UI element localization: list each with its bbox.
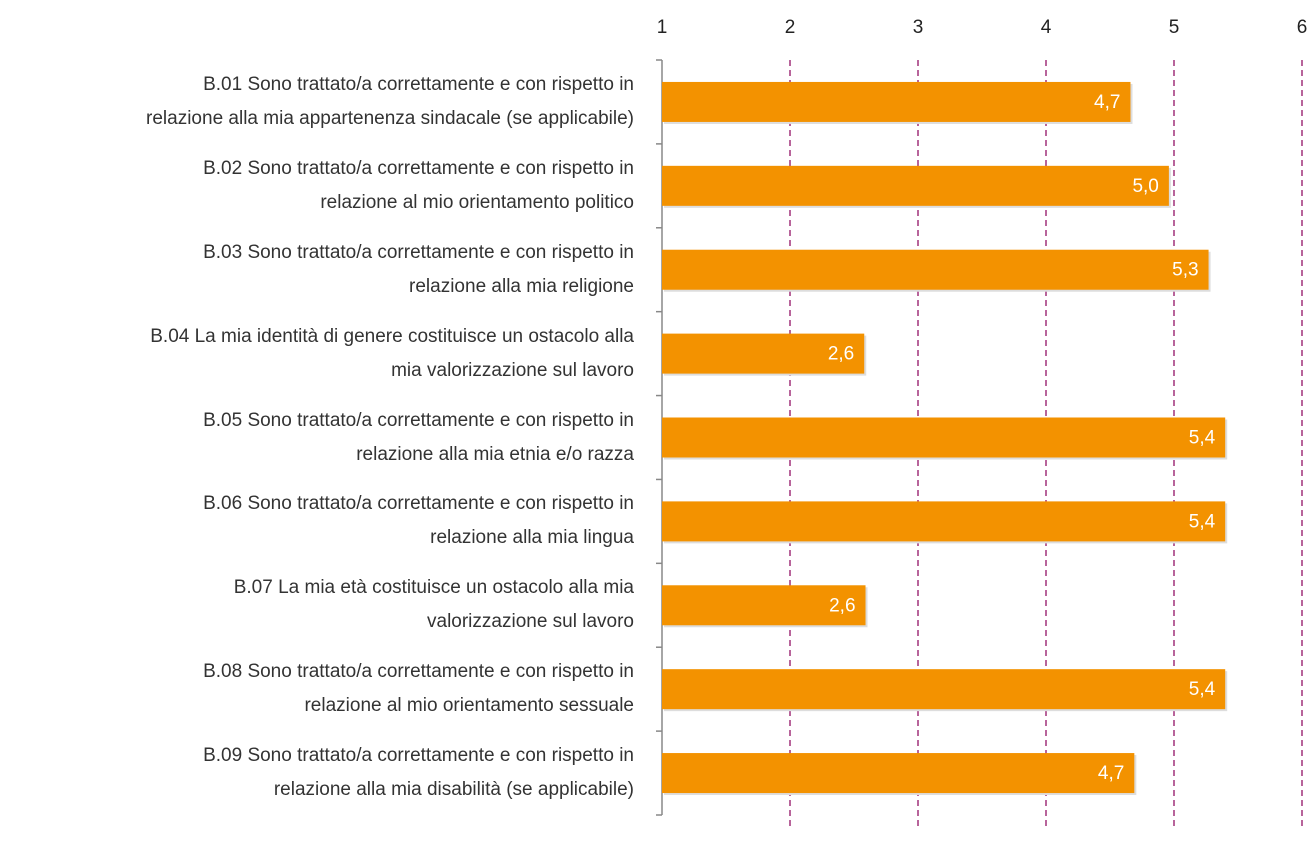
bar [662, 81, 1131, 122]
x-tick-label: 5 [1169, 17, 1180, 38]
x-tick-label: 3 [913, 17, 924, 38]
y-tick-label: B.02 Sono trattato/a correttamente e con… [203, 157, 634, 213]
x-tick-label: 1 [657, 17, 668, 38]
data-label: 5,4 [1189, 511, 1216, 532]
bar [662, 669, 1226, 710]
x-tick-label: 2 [785, 17, 796, 38]
bar [662, 585, 866, 626]
bar [662, 165, 1169, 206]
data-label: 5,4 [1189, 428, 1216, 449]
data-label: 2,6 [828, 344, 854, 365]
y-tick-label: B.09 Sono trattato/a correttamente e con… [203, 745, 634, 801]
bar [662, 417, 1226, 458]
y-tick-label: B.01 Sono trattato/a correttamente e con… [146, 73, 634, 129]
data-label: 5,0 [1132, 176, 1158, 197]
bar [662, 333, 865, 374]
y-tick-label: B.06 Sono trattato/a correttamente e con… [203, 493, 634, 549]
data-label: 5,4 [1189, 679, 1216, 700]
data-label: 4,7 [1094, 92, 1120, 113]
data-label: 5,3 [1172, 260, 1198, 281]
y-tick-label: B.08 Sono trattato/a correttamente e con… [203, 661, 634, 717]
x-tick-label: 4 [1041, 17, 1052, 38]
y-tick-label: B.04 La mia identità di genere costituis… [150, 325, 634, 381]
x-tick-label: 6 [1297, 17, 1308, 38]
data-label: 4,7 [1098, 763, 1124, 784]
y-tick-label: B.05 Sono trattato/a correttamente e con… [203, 409, 634, 465]
data-label: 2,6 [829, 595, 855, 616]
bar [662, 753, 1135, 794]
bar [662, 249, 1209, 290]
bar [662, 501, 1226, 542]
y-tick-label: B.03 Sono trattato/a correttamente e con… [203, 241, 634, 297]
y-tick-label: B.07 La mia età costituisce un ostacolo … [233, 577, 634, 633]
